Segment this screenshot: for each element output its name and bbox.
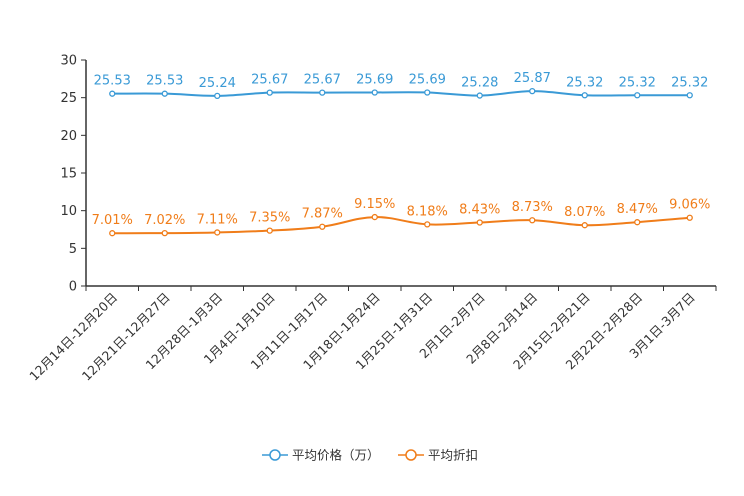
data-point xyxy=(266,89,273,96)
data-label: 9.15% xyxy=(354,197,395,212)
data-label: 25.67 xyxy=(304,73,341,88)
data-label: 8.07% xyxy=(564,205,605,220)
series-line xyxy=(112,216,690,235)
data-point xyxy=(634,219,641,226)
y-tick-label: 20 xyxy=(60,129,77,144)
y-tick-label: 30 xyxy=(60,54,77,69)
data-label: 8.43% xyxy=(459,202,500,217)
y-tick-label: 5 xyxy=(69,242,77,257)
data-point xyxy=(109,90,116,97)
data-label: 25.67 xyxy=(251,73,288,88)
y-tick-label: 15 xyxy=(60,167,77,182)
data-point xyxy=(161,90,168,97)
data-point xyxy=(266,227,273,234)
data-label: 25.53 xyxy=(94,74,131,89)
data-point xyxy=(214,92,221,100)
data-point xyxy=(581,222,588,229)
series-avg-discount: 7.01% 7.02% 7.11% 7.35% 7.87% 9.15% 8.18% 8.43%… xyxy=(92,197,710,237)
legend-circle-icon xyxy=(269,449,281,461)
data-point xyxy=(529,217,536,224)
data-point xyxy=(424,89,431,96)
data-label: 25.53 xyxy=(146,74,183,89)
y-tick-label: 0 xyxy=(69,280,77,295)
data-label: 7.02% xyxy=(144,213,185,228)
data-label: 25.87 xyxy=(514,71,551,86)
data-label: 7.87% xyxy=(302,207,343,222)
data-label: 25.32 xyxy=(671,75,708,90)
series-line xyxy=(112,90,690,97)
data-point xyxy=(476,219,483,226)
x-tick-label: 12月21日-12月27日 xyxy=(79,290,173,384)
legend-item-avg-price: 平均价格（万） xyxy=(262,448,380,463)
data-label: 25.32 xyxy=(566,75,603,90)
legend-label: 平均折扣 xyxy=(428,448,478,463)
data-label: 25.32 xyxy=(619,75,656,90)
series-layer: 25.53 25.53 25.24 25.67 25.67 25.69 25.69 25.28… xyxy=(92,71,710,237)
data-label: 8.47% xyxy=(617,202,658,217)
data-label: 8.73% xyxy=(512,200,553,215)
data-point xyxy=(529,87,536,95)
data-point xyxy=(109,230,116,237)
data-point xyxy=(581,92,588,99)
data-label: 25.69 xyxy=(356,72,393,87)
series-avg-price: 25.53 25.53 25.24 25.67 25.67 25.69 25.69 25.28… xyxy=(94,71,708,100)
data-point xyxy=(319,89,326,96)
y-tick-label: 10 xyxy=(60,204,77,219)
data-point xyxy=(476,92,483,99)
data-point xyxy=(319,223,326,230)
data-label: 7.11% xyxy=(197,212,238,227)
data-label: 7.35% xyxy=(249,211,290,226)
legend: 平均价格（万） 平均折扣 xyxy=(262,448,478,463)
data-point xyxy=(424,221,431,228)
data-label: 25.28 xyxy=(461,76,498,91)
data-label: 25.69 xyxy=(409,72,446,87)
data-label: 25.24 xyxy=(199,76,236,91)
x-tick-label: 12月14日-12月20日 xyxy=(26,290,120,384)
y-tick-label: 25 xyxy=(60,91,77,106)
data-label: 9.06% xyxy=(669,198,710,213)
data-point xyxy=(161,229,168,237)
data-label: 7.01% xyxy=(92,213,133,228)
data-point xyxy=(634,92,641,99)
legend-item-avg-discount: 平均折扣 xyxy=(398,448,478,463)
data-label: 8.18% xyxy=(407,204,448,219)
data-point xyxy=(686,92,693,99)
data-point xyxy=(214,229,221,236)
legend-circle-icon xyxy=(405,449,417,461)
data-point xyxy=(371,89,378,96)
legend-label: 平均价格（万） xyxy=(292,448,380,463)
data-point xyxy=(371,213,378,221)
data-point xyxy=(686,214,693,221)
